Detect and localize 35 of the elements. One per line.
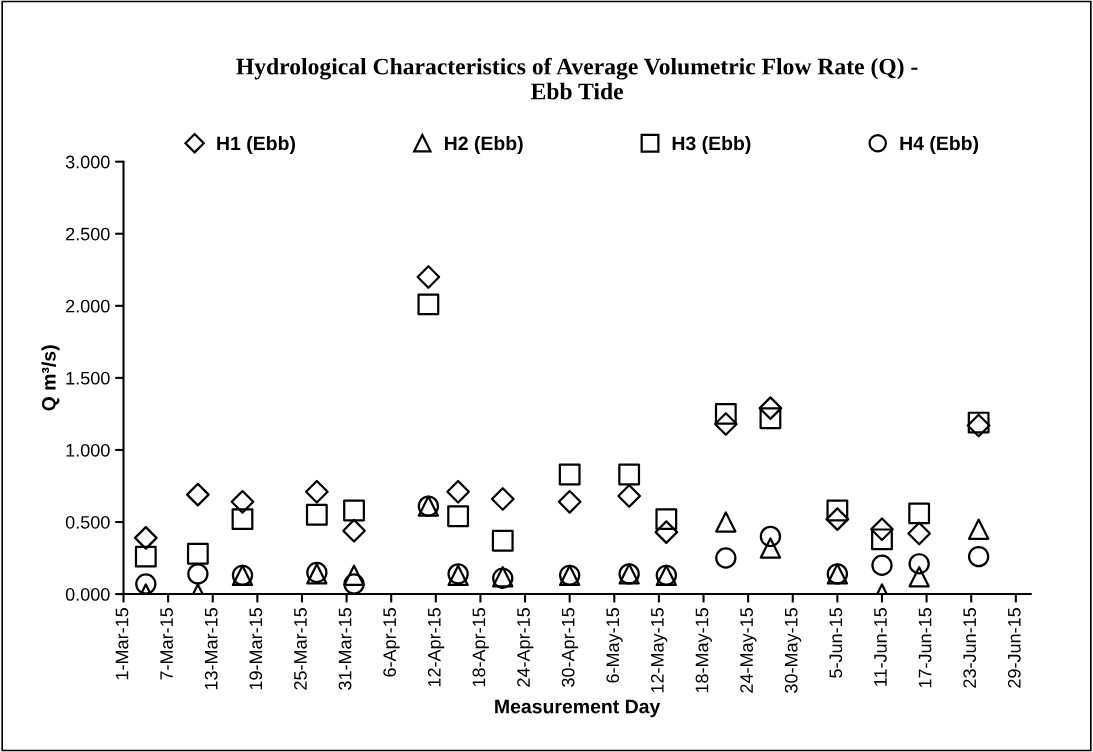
y-axis-title: Q m³/s) <box>41 345 60 411</box>
x-tick-label: 11-Jun-15 <box>874 608 887 686</box>
legend-label: H2 (Ebb) <box>445 135 523 155</box>
x-tick-label: 18-May-15 <box>695 608 712 693</box>
x-tick-label: 24-May-15 <box>740 608 757 693</box>
x-tick-label: 18-Apr-15 <box>472 608 489 687</box>
chart-title: Hydrological Characteristics of Average Volumetric Flow Rate (Q) - Ebb Tide <box>236 57 918 100</box>
legend-label: H3 (Ebb) <box>672 135 751 155</box>
x-tick-label: 12-Apr-15 <box>427 608 445 687</box>
x-tick-label: 6-May-15 <box>606 608 623 683</box>
x-tick-label: 1-Mar-15 <box>115 608 129 680</box>
x-tick-label: 5-Jun-15 <box>829 608 843 678</box>
y-tick-label: 2.000 <box>66 299 110 313</box>
x-tick-label: 7-Mar-15 <box>160 608 173 680</box>
x-tick-label: 30-May-15 <box>784 608 802 693</box>
y-tick-label: 0.000 <box>65 588 110 601</box>
x-tick-label: 23-Jun-15 <box>963 608 977 688</box>
legend-label: H1 (Ebb) <box>217 135 295 155</box>
x-tick-label: 12-May-15 <box>650 608 668 693</box>
x-tick-label: 13-Mar-15 <box>204 608 218 690</box>
x-tick-label: 19-Mar-15 <box>249 608 263 690</box>
y-tick-label: 3.000 <box>65 155 110 169</box>
x-tick-label: 30-Apr-15 <box>561 608 579 687</box>
y-tick-label: 1.500 <box>66 371 110 385</box>
legend-label: H4 (Ebb) <box>900 135 979 155</box>
x-tick-label: 29-Jun-15 <box>1007 608 1021 688</box>
y-tick-label: 1.000 <box>66 443 110 457</box>
x-tick-label: 31-Mar-15 <box>338 608 352 690</box>
x-tick-label: 6-Apr-15 <box>383 608 400 677</box>
x-tick-label: 24-Apr-15 <box>517 608 534 687</box>
x-tick-label: 25-Mar-15 <box>294 608 307 690</box>
y-tick-label: 2.500 <box>66 227 110 241</box>
x-axis-title: Measurement Day <box>495 699 661 718</box>
y-tick-label: 0.500 <box>65 515 110 529</box>
x-tick-label: 17-Jun-15 <box>918 608 932 688</box>
